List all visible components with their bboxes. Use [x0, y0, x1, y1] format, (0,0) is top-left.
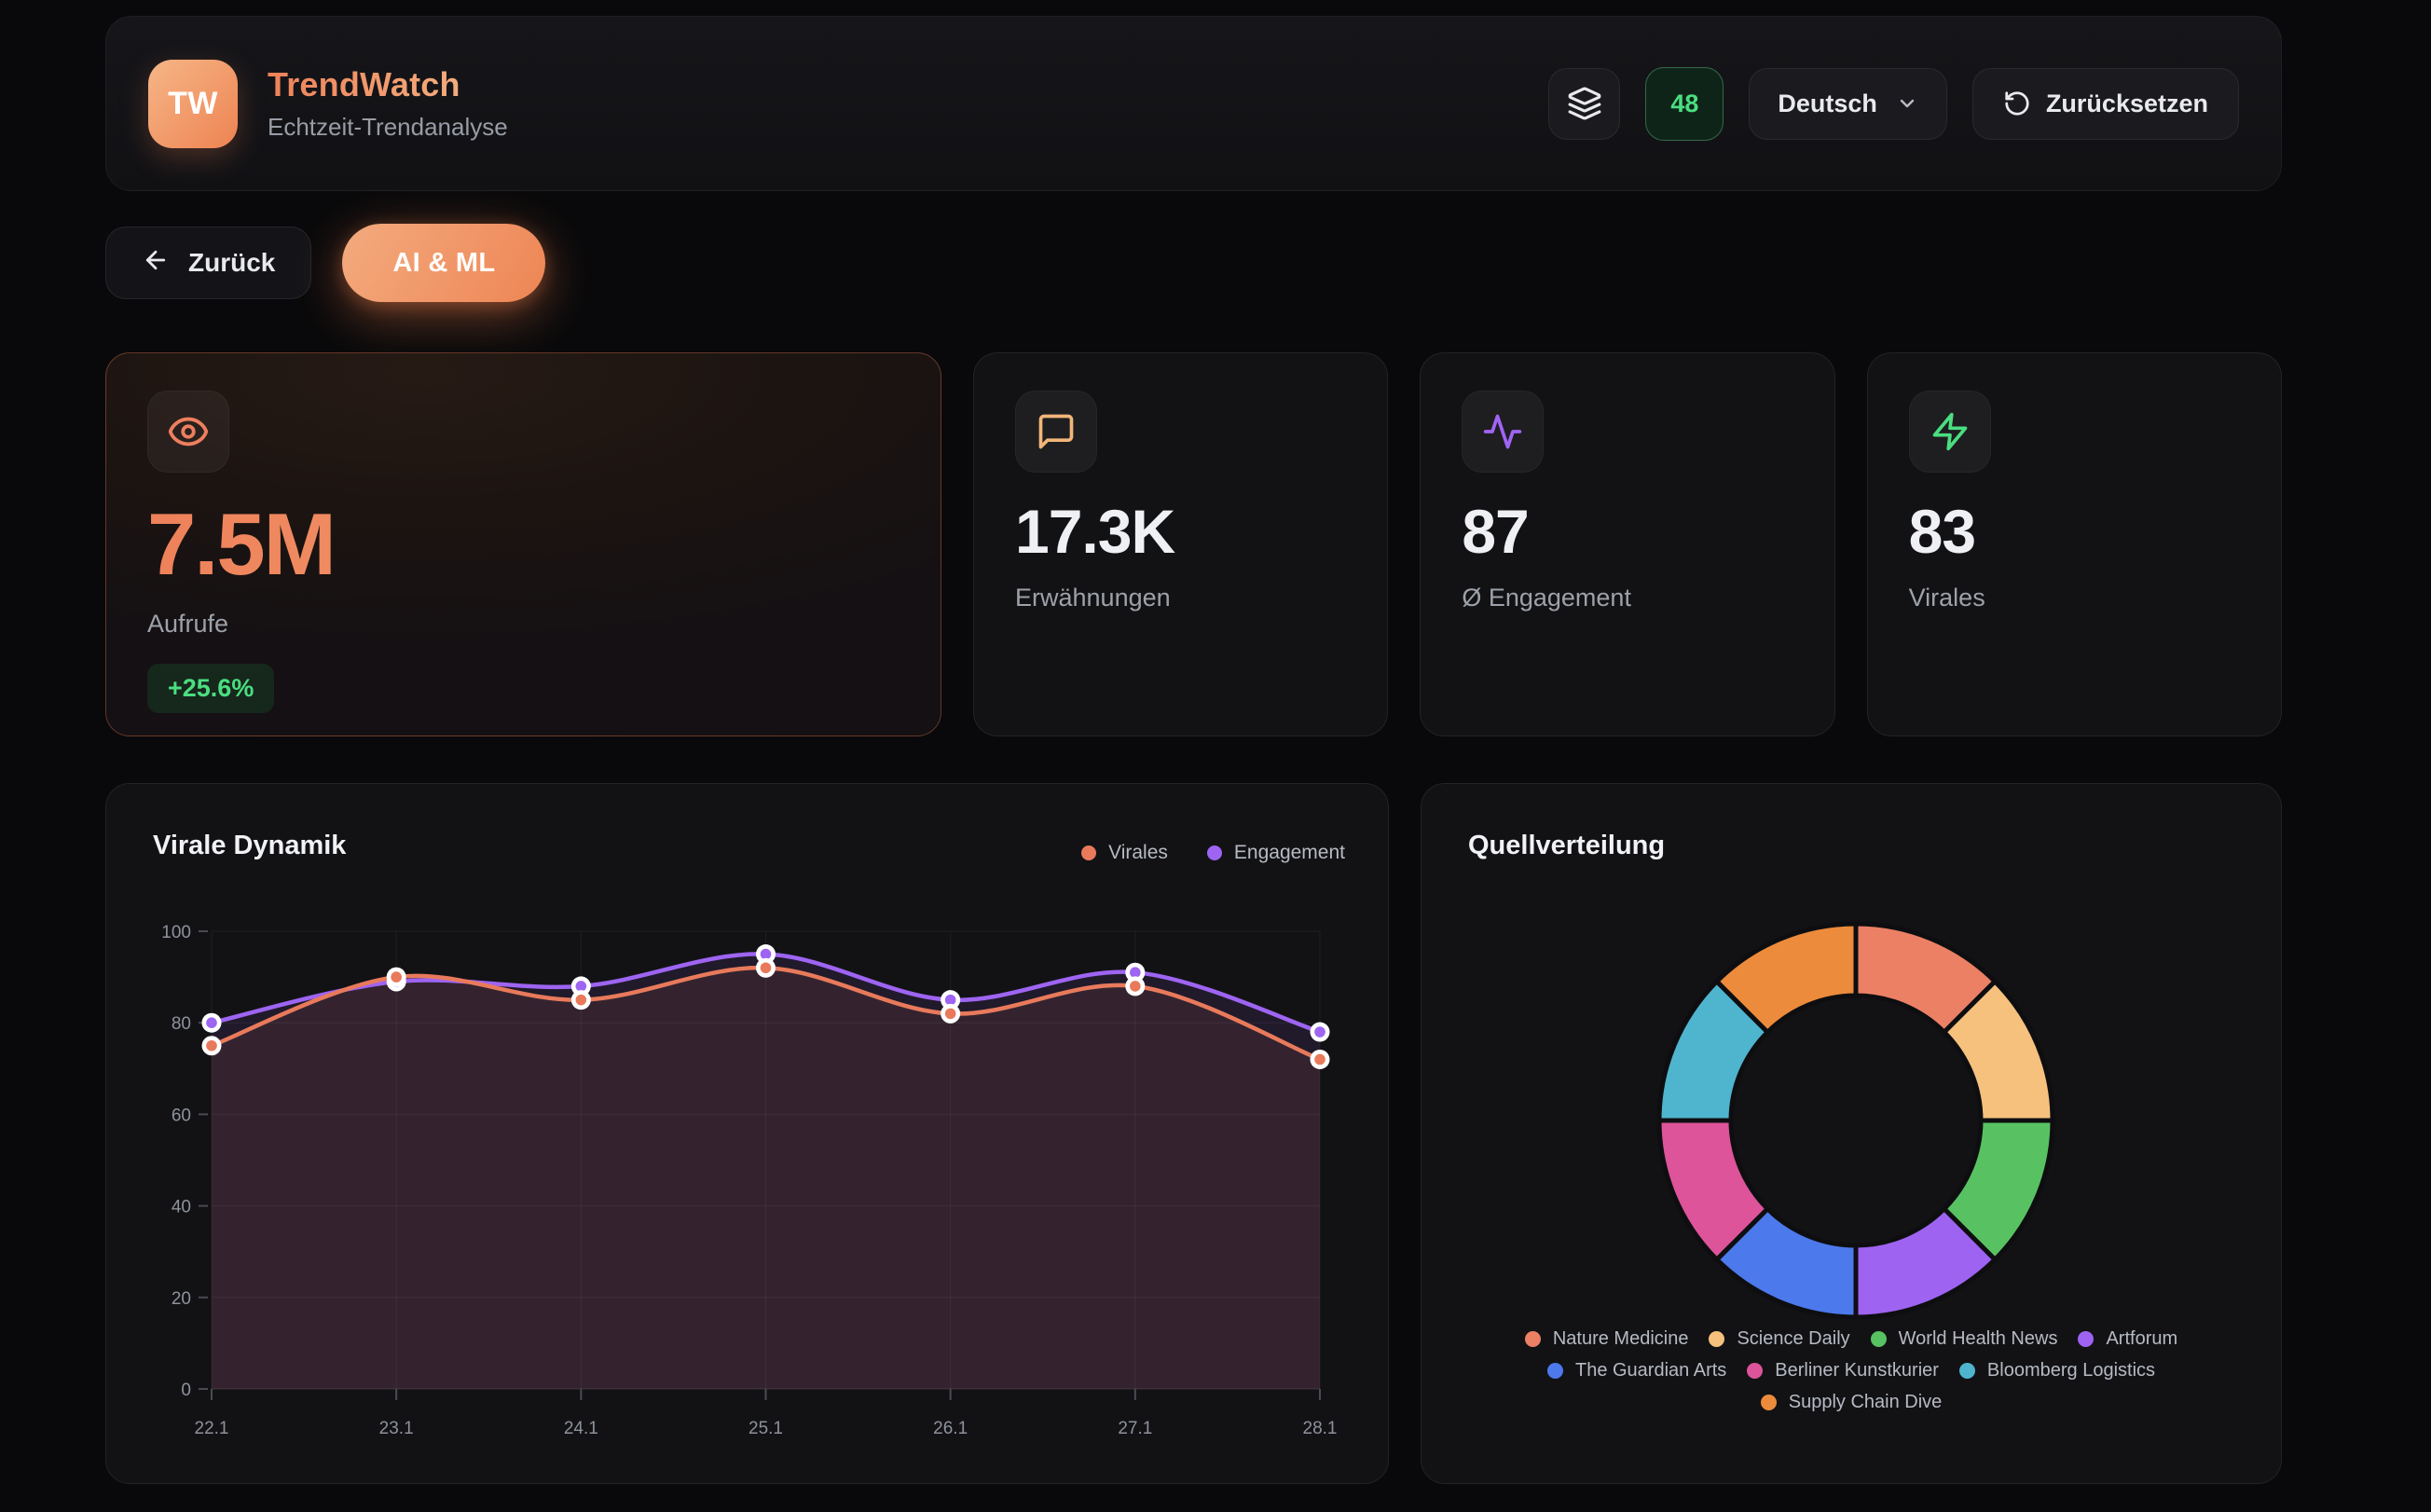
legend-label: Nature Medicine: [1553, 1328, 1689, 1350]
legend-dot: [1525, 1331, 1541, 1347]
legend-item-engagement: Engagement: [1207, 842, 1345, 864]
legend-label: The Guardian Arts: [1575, 1360, 1726, 1381]
legend-item-bloomberg-logistics: Bloomberg Logistics: [1959, 1360, 2155, 1381]
line-chart-legend: Virales Engagement: [1081, 842, 1345, 864]
arrow-left-icon: [142, 246, 170, 281]
source-distribution-chart[interactable]: [1422, 882, 2283, 1327]
legend-item-science-daily: Science Daily: [1709, 1328, 1849, 1350]
svg-text:100: 100: [161, 923, 191, 942]
delta-badge: +25.6%: [147, 664, 274, 713]
legend-item-virales: Virales: [1081, 842, 1168, 864]
stat-card-virales: 83 Virales: [1867, 352, 2282, 736]
svg-text:25.1: 25.1: [749, 1419, 783, 1438]
line-chart-title: Virale Dynamik: [153, 831, 346, 861]
stat-label: Ø Engagement: [1462, 584, 1792, 612]
legend-label: Artforum: [2106, 1328, 2177, 1350]
legend-dot: [1747, 1363, 1763, 1379]
svg-text:26.1: 26.1: [933, 1419, 968, 1438]
legend-dot: [1081, 845, 1096, 860]
legend-label: Berliner Kunstkurier: [1775, 1360, 1939, 1381]
svg-text:20: 20: [172, 1289, 191, 1309]
stat-value: 87: [1462, 501, 1792, 562]
chevron-down-icon: [1896, 92, 1918, 115]
legend-dot: [2078, 1331, 2094, 1347]
stat-card-engagement: 87 Ø Engagement: [1420, 352, 1834, 736]
legend-label: Supply Chain Dive: [1789, 1392, 1943, 1413]
app-title: TrendWatch: [268, 65, 508, 104]
stat-value: 17.3K: [1015, 501, 1346, 562]
counter-badge[interactable]: 48: [1645, 67, 1724, 141]
topic-chip: AI & ML: [342, 224, 545, 302]
svg-text:23.1: 23.1: [379, 1419, 414, 1438]
legend-label: Bloomberg Logistics: [1987, 1360, 2155, 1381]
legend-dot: [1709, 1331, 1724, 1347]
activity-icon: [1462, 391, 1544, 473]
stat-card-aufrufe: 7.5M Aufrufe +25.6%: [105, 352, 941, 736]
svg-text:80: 80: [172, 1014, 191, 1034]
svg-text:27.1: 27.1: [1118, 1419, 1152, 1438]
back-button-label: Zurück: [188, 248, 275, 278]
layers-button[interactable]: [1548, 68, 1620, 140]
reset-button-label: Zurücksetzen: [2046, 89, 2208, 118]
stat-label: Virales: [1909, 584, 2240, 612]
stat-value: 83: [1909, 501, 2240, 562]
app-logo: TW: [148, 60, 238, 148]
svg-text:60: 60: [172, 1106, 191, 1125]
legend-item-supply-chain-dive: Supply Chain Dive: [1761, 1392, 1943, 1413]
svg-text:40: 40: [172, 1198, 191, 1217]
legend-item-berliner-kunstkurier: Berliner Kunstkurier: [1747, 1360, 1939, 1381]
language-selector-label: Deutsch: [1778, 89, 1877, 118]
legend-label: World Health News: [1899, 1328, 2058, 1350]
legend-dot: [1207, 845, 1222, 860]
legend-label: Engagement: [1234, 842, 1345, 864]
page: TW TrendWatch Echtzeit-Trendanalyse 48 D…: [0, 0, 2431, 1512]
app-subtitle: Echtzeit-Trendanalyse: [268, 113, 508, 142]
toolbar: Zurück AI & ML: [105, 224, 545, 302]
source-distribution-card: Quellverteilung Nature Medicine Science D…: [1421, 783, 2282, 1484]
language-selector[interactable]: Deutsch: [1749, 68, 1947, 140]
app-titles: TrendWatch Echtzeit-Trendanalyse: [268, 65, 508, 142]
legend-item-artforum: Artforum: [2078, 1328, 2177, 1350]
legend-dot: [1959, 1363, 1975, 1379]
stats-row: 7.5M Aufrufe +25.6% 17.3K Erwähnungen 87…: [105, 352, 2282, 736]
app-logo-text: TW: [168, 86, 218, 122]
header-actions: 48 Deutsch Zurücksetzen: [1548, 67, 2239, 141]
legend-label: Virales: [1108, 842, 1168, 864]
stat-label: Aufrufe: [147, 610, 900, 639]
viral-dynamics-card: Virale Dynamik Virales Engagement 0 20 40 60…: [105, 783, 1389, 1484]
legend-dot: [1761, 1395, 1777, 1410]
legend-dot: [1547, 1363, 1563, 1379]
stat-label: Erwähnungen: [1015, 584, 1346, 612]
chat-bubble-icon: [1015, 391, 1097, 473]
donut-chart-legend: Nature Medicine Science Daily World Health…: [1477, 1328, 2225, 1413]
svg-text:24.1: 24.1: [564, 1419, 598, 1438]
eye-icon: [147, 391, 229, 473]
legend-item-world-health-news: World Health News: [1871, 1328, 2058, 1350]
svg-text:22.1: 22.1: [195, 1419, 229, 1438]
charts-row: Virale Dynamik Virales Engagement 0 20 40 60…: [105, 783, 2282, 1484]
svg-text:0: 0: [181, 1381, 191, 1400]
app-header: TW TrendWatch Echtzeit-Trendanalyse 48 D…: [105, 16, 2282, 191]
svg-text:28.1: 28.1: [1303, 1419, 1338, 1438]
legend-label: Science Daily: [1737, 1328, 1849, 1350]
back-button[interactable]: Zurück: [105, 227, 311, 299]
rotate-ccw-icon: [2003, 89, 2031, 117]
viral-dynamics-chart[interactable]: 0 20 40 60 80 100 22.1 23.1 24.1 25.1 26.1 27.1 28.1: [106, 905, 1390, 1455]
reset-button[interactable]: Zurücksetzen: [1972, 68, 2239, 140]
legend-item-nature-medicine: Nature Medicine: [1525, 1328, 1689, 1350]
legend-dot: [1871, 1331, 1887, 1347]
donut-chart-title: Quellverteilung: [1468, 831, 1665, 861]
stat-card-erwaehnungen: 17.3K Erwähnungen: [973, 352, 1388, 736]
layers-icon: [1567, 86, 1602, 121]
legend-item-the-guardian-arts: The Guardian Arts: [1547, 1360, 1726, 1381]
stat-value: 7.5M: [147, 501, 900, 588]
zap-icon: [1909, 391, 1991, 473]
